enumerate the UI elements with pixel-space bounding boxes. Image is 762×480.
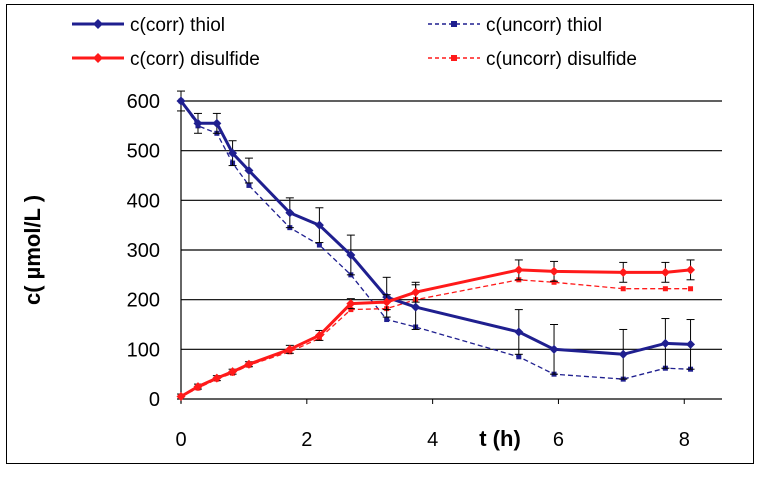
data-point bbox=[285, 208, 295, 218]
legend-item-corr-thiol: c(corr) thiol bbox=[72, 15, 225, 36]
data-point bbox=[176, 392, 186, 402]
legend-item-corr-disulfide: c(corr) disulfide bbox=[72, 49, 260, 70]
data-point bbox=[620, 286, 626, 292]
data-point bbox=[244, 166, 254, 176]
data-point bbox=[346, 250, 356, 260]
x-tick-labels: 0 2 4 6 8 bbox=[175, 429, 689, 451]
x-tick-label-4: 4 bbox=[427, 429, 438, 451]
data-point bbox=[346, 299, 356, 309]
x-axis-label: t (h) bbox=[479, 426, 521, 451]
y-tick-label-100: 100 bbox=[127, 339, 160, 361]
y-tick-label-500: 500 bbox=[127, 141, 160, 163]
data-point bbox=[246, 182, 252, 188]
data-point bbox=[660, 338, 670, 348]
data-point bbox=[314, 220, 324, 230]
legend-label-corr-thiol: c(corr) thiol bbox=[130, 15, 225, 36]
x-tick-label-0: 0 bbox=[175, 429, 186, 451]
legend-marker-uncorr-disulfide bbox=[451, 55, 457, 61]
data-point bbox=[549, 266, 559, 276]
data-point bbox=[382, 297, 392, 307]
data-point bbox=[662, 286, 668, 292]
data-point bbox=[549, 344, 559, 354]
x-tick-label-8: 8 bbox=[679, 429, 690, 451]
legend-item-uncorr-disulfide: c(uncorr) disulfide bbox=[428, 49, 637, 70]
data-point bbox=[285, 344, 295, 354]
data-point bbox=[514, 265, 524, 275]
series-line bbox=[180, 100, 691, 380]
series-line bbox=[180, 279, 691, 398]
legend: c(corr) thiol c(uncorr) thiol c(corr) di… bbox=[72, 15, 637, 70]
data-point bbox=[193, 118, 203, 128]
y-tick-label-400: 400 bbox=[127, 190, 160, 212]
legend-label-corr-disulfide: c(corr) disulfide bbox=[130, 49, 260, 70]
x-tick-label-6: 6 bbox=[553, 429, 564, 451]
data-point bbox=[212, 373, 222, 383]
data-point bbox=[384, 317, 390, 323]
data-point bbox=[618, 267, 628, 277]
y-tick-label-200: 200 bbox=[127, 290, 160, 312]
y-tick-label-300: 300 bbox=[127, 240, 160, 262]
data-point bbox=[228, 148, 238, 158]
series-0 bbox=[176, 90, 696, 380]
data-point bbox=[618, 349, 628, 359]
legend-marker-uncorr-thiol bbox=[451, 21, 457, 27]
data-point bbox=[244, 359, 254, 369]
series-layer bbox=[176, 90, 696, 402]
y-tick-label-600: 600 bbox=[127, 91, 160, 113]
series-3 bbox=[178, 277, 694, 400]
y-tick-labels: 0 100 200 300 400 500 600 bbox=[127, 91, 160, 411]
y-axis-label: c( µmol/L ) bbox=[20, 195, 45, 305]
legend-marker-corr-disulfide bbox=[93, 53, 103, 63]
data-point bbox=[348, 307, 354, 313]
data-point bbox=[551, 279, 557, 285]
chart-frame bbox=[6, 4, 754, 464]
data-point bbox=[411, 287, 421, 297]
data-point bbox=[688, 286, 694, 292]
data-point bbox=[193, 382, 203, 392]
data-point bbox=[316, 242, 322, 248]
series-line bbox=[179, 100, 691, 356]
axes bbox=[177, 97, 722, 404]
series-1 bbox=[178, 98, 694, 382]
legend-label-uncorr-thiol: c(uncorr) thiol bbox=[486, 15, 602, 36]
gridlines bbox=[181, 100, 722, 350]
legend-item-uncorr-thiol: c(uncorr) thiol bbox=[428, 15, 602, 36]
data-point bbox=[514, 327, 524, 337]
data-point bbox=[228, 367, 238, 377]
data-point bbox=[314, 330, 324, 340]
legend-label-uncorr-disulfide: c(uncorr) disulfide bbox=[486, 49, 637, 70]
series-2 bbox=[176, 259, 696, 402]
legend-marker-corr-thiol bbox=[93, 19, 103, 29]
data-point bbox=[686, 339, 696, 349]
data-point bbox=[686, 265, 696, 275]
y-tick-label-0: 0 bbox=[149, 389, 160, 411]
data-point bbox=[516, 354, 522, 360]
data-point bbox=[176, 96, 186, 106]
data-point bbox=[411, 302, 421, 312]
data-point bbox=[660, 267, 670, 277]
data-point bbox=[212, 118, 222, 128]
x-tick-label-2: 2 bbox=[301, 429, 312, 451]
